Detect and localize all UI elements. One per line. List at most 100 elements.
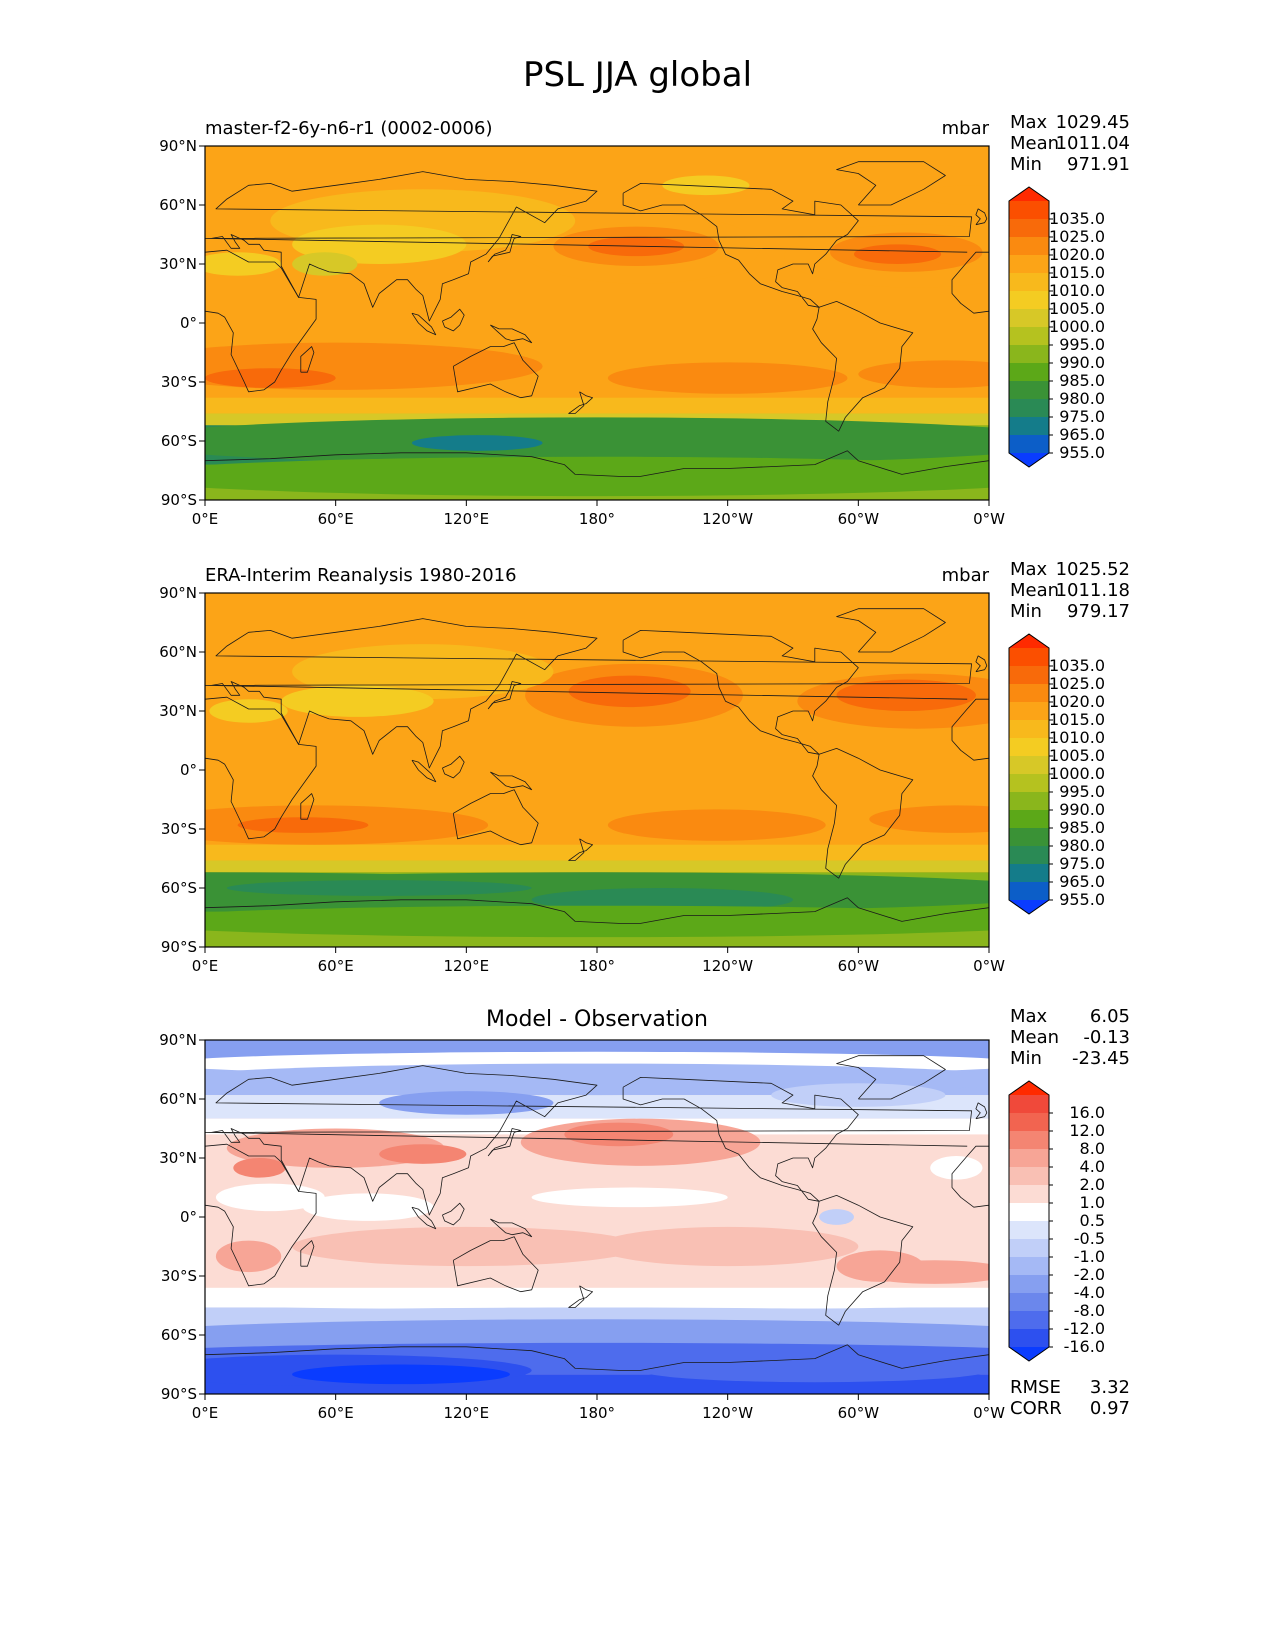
stat-label-min: Min: [1010, 601, 1042, 622]
colorbar-swatch: [1009, 828, 1049, 847]
coastline-new-guinea-outline: [490, 1218, 533, 1238]
stat-label-min: Min: [1010, 154, 1042, 175]
colorbar-swatch: [1009, 1311, 1049, 1330]
lat-tick-label: 30°N: [159, 1149, 197, 1167]
lat-tick-label: 60°S: [160, 1326, 197, 1344]
colorbar-swatch: [1009, 648, 1049, 667]
colorbar-swatch: [1009, 882, 1049, 901]
lat-tick-label: 90°N: [159, 137, 197, 155]
contour-region: [237, 817, 369, 833]
stat-label-corr: CORR: [1010, 1398, 1062, 1419]
lat-tick-label: 60°S: [160, 432, 197, 450]
lat-tick-label: 30°S: [160, 1267, 197, 1285]
panel-units: mbar: [941, 118, 989, 139]
contour-region: [607, 809, 826, 841]
colorbar-tick-label: 995.0: [1059, 782, 1105, 801]
lon-tick-label: 0°W: [973, 510, 1005, 528]
colorbar-tick-label: 1020.0: [1049, 245, 1105, 264]
stat-value-min: 979.17: [1067, 601, 1130, 622]
lat-tick-label: 90°N: [159, 1031, 197, 1049]
colorbar-swatch: [1009, 666, 1049, 685]
colorbar-tick-label: 1.0: [1079, 1193, 1105, 1212]
contour-region: [379, 1144, 467, 1164]
coastline-europe-asia-outline: [205, 618, 972, 769]
colorbar-tick-label: 2.0: [1079, 1175, 1105, 1194]
lat-tick-label: 90°N: [159, 584, 197, 602]
contour-region: [215, 1240, 282, 1273]
lat-tick-label: 0°: [179, 761, 197, 779]
colorbar-swatch: [1009, 1131, 1049, 1150]
colorbar-swatch: [1009, 255, 1049, 274]
lon-tick-label: 180°: [578, 1404, 616, 1422]
contour-region: [209, 699, 288, 723]
contour-region: [205, 252, 282, 276]
colorbar-extend-bottom: [1009, 900, 1049, 914]
colorbar-tick-label: 980.0: [1059, 389, 1105, 408]
colorbar-swatch: [1009, 702, 1049, 721]
coastline-madagascar-outline: [300, 1240, 315, 1267]
colorbar-swatch: [1009, 720, 1049, 739]
contour-region: [568, 675, 691, 708]
colorbar-swatch: [1009, 327, 1049, 346]
colorbar-tick-label: 1005.0: [1049, 299, 1105, 318]
coastline-new-zealand-outline: [568, 1285, 593, 1308]
lon-tick-label: 60°W: [837, 1404, 880, 1422]
contour-region: [662, 175, 750, 196]
colorbar-tick-label: 8.0: [1079, 1139, 1105, 1158]
colorbar-tick-label: -2.0: [1073, 1265, 1105, 1284]
colorbar-tick-label: -16.0: [1063, 1337, 1105, 1356]
colorbar-tick-label: 985.0: [1059, 371, 1105, 390]
figure-title: PSL JJA global: [522, 55, 753, 95]
lon-tick-label: 60°E: [317, 957, 354, 975]
colorbar-tick-label: 980.0: [1059, 836, 1105, 855]
colorbar-diff: [1008, 1080, 1053, 1362]
coastline-sumatra-outline: [411, 1206, 437, 1230]
colorbar-tick-label: 965.0: [1059, 872, 1105, 891]
coastline-australia-outline: [452, 342, 539, 399]
colorbar-tick-label: 1035.0: [1049, 656, 1105, 675]
coastline-south-america-outline: [812, 301, 914, 432]
colorbar-tick-label: 955.0: [1059, 890, 1105, 909]
contour-region: [205, 1293, 989, 1310]
lon-tick-label: 0°W: [973, 957, 1005, 975]
colorbar-swatch: [1009, 399, 1049, 418]
coastline-japan-outline: [487, 234, 522, 263]
lon-tick-label: 60°E: [317, 510, 354, 528]
colorbar-tick-label: 1010.0: [1049, 728, 1105, 747]
coastline-africa-west-outline: [951, 698, 989, 761]
coastline-south-america-outline: [812, 1195, 914, 1326]
coastline-north-america-outline: [622, 183, 859, 308]
stat-label-rmse: RMSE: [1010, 1377, 1061, 1398]
lon-tick-label: 0°E: [191, 510, 219, 528]
colorbar-swatch: [1009, 1167, 1049, 1186]
contour-region: [233, 1158, 286, 1178]
colorbar-swatch: [1009, 291, 1049, 310]
coastline-madagascar-outline: [300, 793, 315, 820]
coastline-australia-outline: [452, 789, 539, 846]
stat-label-mean: Mean: [1010, 580, 1060, 601]
contour-region: [303, 1193, 434, 1221]
lon-tick-label: 60°W: [837, 957, 880, 975]
contour-region: [205, 1063, 989, 1096]
coastline-antarctica-outline: [205, 897, 989, 924]
stat-label-mean: Mean: [1010, 1027, 1060, 1048]
stat-label-min: Min: [1010, 1048, 1042, 1069]
contour-region: [205, 1319, 989, 1351]
stat-value-max: 6.05: [1089, 1006, 1130, 1027]
lon-tick-label: 120°W: [702, 1404, 754, 1422]
colorbar-tick-label: 985.0: [1059, 818, 1105, 837]
colorbar-tick-label: -8.0: [1073, 1301, 1105, 1320]
colorbar-extend-bottom: [1009, 453, 1049, 467]
contour-region: [379, 1091, 554, 1115]
map-panel-reference: [199, 592, 990, 953]
contour-region: [923, 185, 989, 205]
contour-region: [411, 435, 543, 451]
stat-value-max: 1029.45: [1055, 112, 1130, 133]
colorbar-tick-label: 965.0: [1059, 425, 1105, 444]
lon-tick-label: 0°E: [191, 957, 219, 975]
coastline-greenland-outline: [836, 161, 946, 206]
colorbar-swatch: [1009, 435, 1049, 454]
lon-tick-label: 180°: [578, 510, 616, 528]
lat-tick-label: 0°: [179, 314, 197, 332]
